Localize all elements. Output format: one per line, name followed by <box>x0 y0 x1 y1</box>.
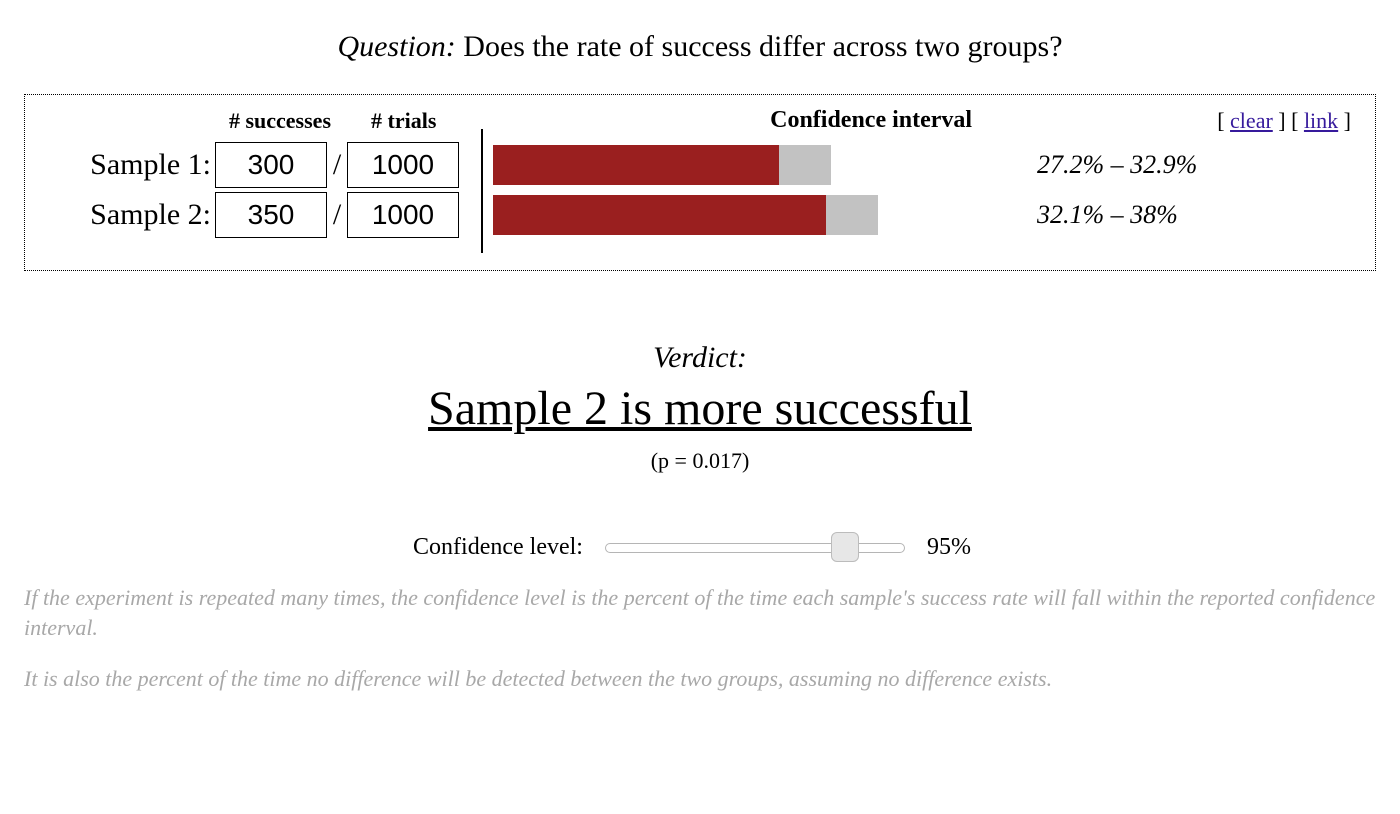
sample-1-trials-input[interactable] <box>347 142 459 188</box>
sample-row-1: Sample 1: / 27.2% – 32.9% <box>45 142 1355 188</box>
sample-row-2: Sample 2: / 32.1% – 38% <box>45 192 1355 238</box>
headers-row: # successes # trials Confidence interval… <box>45 107 1355 134</box>
verdict-label: Verdict: <box>20 341 1380 375</box>
header-successes: # successes <box>215 108 345 134</box>
explanation-2: It is also the percent of the time no di… <box>24 664 1376 694</box>
sample-1-bar-track <box>493 145 1013 185</box>
confidence-label: Confidence level: <box>413 534 583 561</box>
sample-2-label: Sample 2: <box>45 198 215 232</box>
clear-link[interactable]: clear <box>1230 108 1273 133</box>
explanation-1: If the experiment is repeated many times… <box>24 583 1376 642</box>
verdict-pvalue: (p = 0.017) <box>20 448 1380 474</box>
question-line: Question: Does the rate of success diffe… <box>20 30 1380 64</box>
confidence-value: 95% <box>927 534 987 561</box>
sample-2-bar-lower <box>493 195 826 235</box>
sample-2-chart: 32.1% – 38% <box>481 195 1355 235</box>
sample-1-successes-input[interactable] <box>215 142 327 188</box>
sample-2-ci-text: 32.1% – 38% <box>1037 200 1178 230</box>
sample-2-successes-input[interactable] <box>215 192 327 238</box>
verdict-block: Verdict: Sample 2 is more successful (p … <box>20 341 1380 474</box>
confidence-row: Confidence level: 95% <box>20 534 1380 561</box>
chart-axis-divider <box>481 129 483 253</box>
panel-actions: [ clear ] [ link ] <box>1217 108 1355 134</box>
sample-1-ci-text: 27.2% – 32.9% <box>1037 150 1197 180</box>
sample-1-bar-lower <box>493 145 779 185</box>
header-trials: # trials <box>365 108 485 134</box>
confidence-slider[interactable] <box>605 536 905 560</box>
slash-divider: / <box>327 148 347 182</box>
slash-divider: / <box>327 198 347 232</box>
sample-1-chart: 27.2% – 32.9% <box>481 145 1355 185</box>
sample-2-bar-track <box>493 195 1013 235</box>
permalink-link[interactable]: link <box>1304 108 1338 133</box>
sample-2-trials-input[interactable] <box>347 192 459 238</box>
confidence-slider-track <box>605 543 905 553</box>
question-label: Question: <box>337 30 455 63</box>
verdict-text: Sample 2 is more successful <box>20 381 1380 436</box>
confidence-slider-thumb[interactable] <box>831 532 859 562</box>
input-panel: # successes # trials Confidence interval… <box>24 94 1376 271</box>
header-confidence-interval: Confidence interval <box>525 107 1217 134</box>
question-text: Does the rate of success differ across t… <box>463 30 1062 63</box>
sample-1-label: Sample 1: <box>45 148 215 182</box>
